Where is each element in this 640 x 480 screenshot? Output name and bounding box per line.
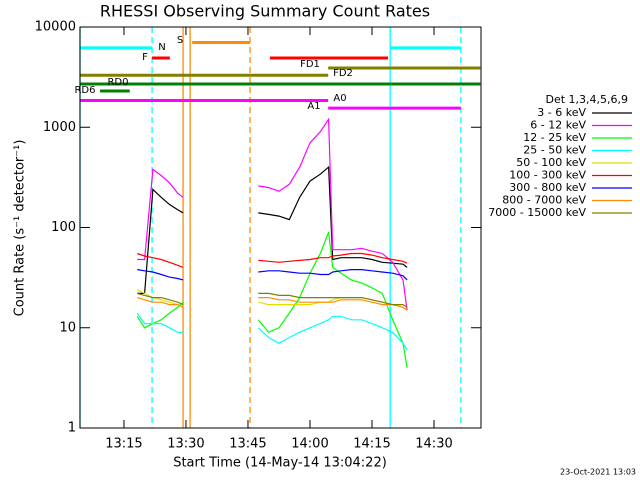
y-tick-label: 1 (68, 421, 76, 436)
x-tick-label: 13:30 (167, 437, 204, 452)
x-axis-label: Start Time (14-May-14 13:04:22) (173, 456, 387, 471)
flag-label: F (142, 52, 148, 63)
x-tick-label: 13:45 (229, 437, 266, 452)
series-line (137, 269, 408, 281)
x-tick-label: 14:15 (353, 437, 390, 452)
series-line (136, 312, 408, 351)
legend-label: 25 - 50 keV (523, 144, 586, 157)
y-tick-label: 1000 (43, 120, 76, 135)
flag-label: S (177, 35, 183, 46)
footer: 23-Oct-2021 13:03 (560, 468, 636, 477)
flag-label: N (158, 42, 165, 53)
legend-label: 100 - 300 keV (509, 169, 586, 182)
legend-label: 50 - 100 keV (516, 156, 586, 169)
flag-label: RD6 (74, 85, 95, 96)
x-tick-label: 14:30 (415, 437, 452, 452)
series-line (136, 231, 408, 368)
x-tick-label: 14:00 (291, 437, 328, 452)
legend-label: 12 - 25 keV (523, 131, 586, 144)
legend-label: 300 - 800 keV (509, 181, 586, 194)
legend-title: Det 1,3,4,5,6,9 (545, 93, 628, 106)
y-tick-label: 10000 (35, 20, 76, 35)
y-tick-label: 10 (59, 320, 76, 335)
series-line (137, 117, 408, 311)
legend-label: 6 - 12 keV (530, 119, 586, 132)
series-line (137, 292, 408, 308)
flag-label: FD2 (333, 68, 353, 79)
legend-label: 3 - 6 keV (537, 106, 586, 119)
series-line (137, 252, 408, 268)
flag-label: RD0 (107, 77, 128, 88)
y-tick-label: 100 (51, 220, 76, 235)
y-axis-label: Count Rate (s⁻¹ detector⁻¹) (13, 140, 28, 317)
flag-label: FD1 (300, 59, 320, 70)
legend-label: 7000 - 15000 keV (488, 206, 586, 219)
flag-label: A1 (307, 101, 320, 112)
legend-label: 800 - 7000 keV (502, 194, 586, 207)
chart-title: RHESSI Observing Summary Count Rates (100, 2, 430, 21)
series-line (137, 297, 408, 311)
x-tick-label: 13:15 (105, 437, 142, 452)
flag-label: A0 (333, 93, 346, 104)
